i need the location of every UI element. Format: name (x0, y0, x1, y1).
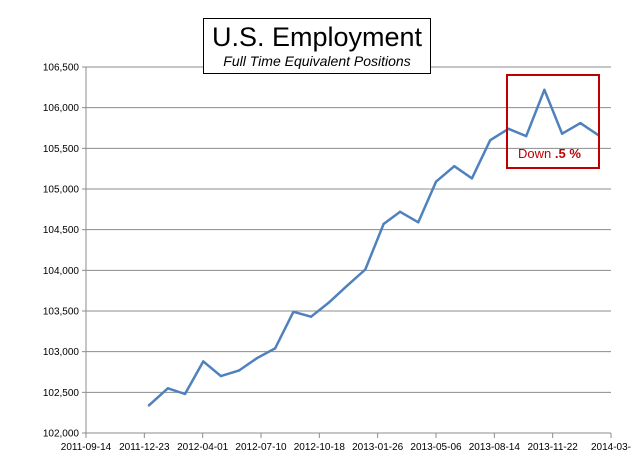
data-point (255, 356, 259, 360)
data-point (560, 132, 564, 135)
data-point (382, 222, 385, 226)
y-tick-label: 103,000 (43, 347, 80, 358)
data-point (434, 180, 438, 183)
data-point (219, 374, 223, 378)
data-point (147, 404, 151, 407)
y-tick-label: 102,500 (43, 388, 80, 399)
data-point (328, 300, 331, 304)
series-line (147, 88, 600, 407)
x-tick-label: 2013-05-06 (410, 442, 462, 453)
data-point (364, 268, 367, 271)
y-tick-label: 106,000 (43, 103, 80, 114)
annotation-box (506, 74, 600, 169)
x-tick-label: 2013-01-26 (352, 442, 404, 453)
data-point (470, 177, 474, 180)
data-point (579, 121, 582, 125)
y-tick-label: 103,500 (43, 307, 80, 318)
y-tick-label: 104,000 (43, 266, 80, 277)
x-tick-label: 2013-11-22 (527, 442, 578, 453)
axes (82, 66, 612, 438)
x-tick-label: 2012-04-01 (177, 442, 229, 453)
x-tick-label: 2011-09-14 (61, 442, 112, 453)
data-point (183, 392, 187, 396)
annotation-label: Down .5 % (518, 146, 581, 161)
y-tick-label: 106,500 (43, 63, 80, 74)
data-point (273, 347, 277, 350)
data-point (417, 221, 420, 224)
chart-title: U.S. Employment (211, 22, 423, 52)
data-point (166, 387, 170, 390)
data-point (543, 88, 546, 91)
data-point (309, 315, 313, 318)
chart-subtitle: Full Time Equivalent Positions (223, 53, 411, 69)
data-point (524, 134, 528, 138)
y-tick-label: 105,500 (43, 144, 80, 155)
data-point (237, 369, 241, 372)
annotation-prefix: Down (518, 146, 555, 161)
data-point (489, 139, 492, 142)
gridlines (86, 66, 611, 434)
y-tick-label: 102,000 (43, 429, 80, 440)
y-tick-labels: 102,000 102,500 103,000 103,500 104,000 104,5… (43, 63, 80, 440)
x-tick-label: 2011-12-23 (119, 442, 170, 453)
x-tick-label: 2012-10-18 (294, 442, 346, 453)
y-tick-label: 104,500 (43, 225, 80, 236)
x-tick-labels: 2011-09-14 2011-12-23 2012-04-01 2012-07-10… (61, 442, 631, 453)
x-tick-label: 2013-08-14 (469, 442, 521, 453)
annotation-value: .5 % (554, 146, 581, 161)
data-point (398, 210, 402, 213)
title-box: U.S. Employment Full Time Equivalent Pos… (203, 18, 431, 74)
x-tick-label: 2014-03- (591, 442, 631, 453)
data-point (453, 165, 456, 168)
series-layer (147, 88, 600, 407)
data-point (202, 360, 205, 363)
data-point (292, 310, 295, 314)
y-tick-label: 105,000 (43, 185, 80, 196)
data-point (345, 284, 349, 287)
x-tick-label: 2012-07-10 (235, 442, 287, 453)
